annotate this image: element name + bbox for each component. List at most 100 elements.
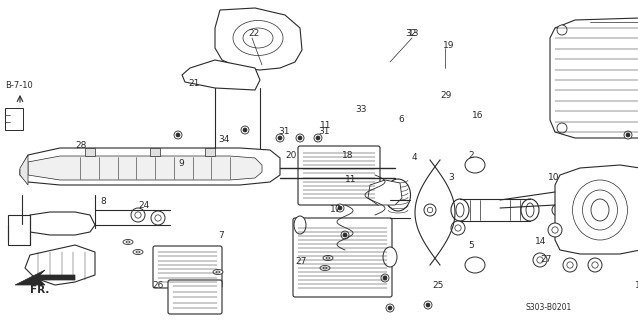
Circle shape: [424, 204, 436, 216]
Ellipse shape: [294, 216, 306, 234]
Polygon shape: [550, 18, 638, 138]
Circle shape: [533, 253, 547, 267]
Text: 31: 31: [278, 127, 290, 137]
Ellipse shape: [526, 203, 534, 217]
Circle shape: [135, 212, 141, 218]
Text: S303-B0201: S303-B0201: [525, 303, 571, 313]
Circle shape: [451, 221, 465, 235]
Text: 22: 22: [248, 29, 259, 38]
Text: 13: 13: [408, 28, 420, 37]
FancyBboxPatch shape: [298, 146, 380, 205]
Text: 8: 8: [100, 197, 106, 206]
Text: 33: 33: [355, 106, 366, 115]
Polygon shape: [20, 155, 28, 185]
Circle shape: [296, 134, 304, 142]
Circle shape: [155, 215, 161, 221]
Text: 16: 16: [472, 110, 484, 119]
Text: 14: 14: [535, 237, 546, 246]
Circle shape: [537, 257, 543, 263]
Circle shape: [276, 134, 284, 142]
Circle shape: [555, 207, 561, 213]
Bar: [5, 108, 23, 130]
Text: B-7-10: B-7-10: [5, 81, 33, 90]
Bar: [150, 148, 160, 156]
Text: 5: 5: [468, 241, 474, 250]
Polygon shape: [25, 245, 95, 285]
Text: 28: 28: [75, 140, 86, 149]
Circle shape: [626, 133, 630, 137]
Ellipse shape: [136, 251, 140, 253]
Bar: [205, 148, 215, 156]
Ellipse shape: [591, 199, 609, 221]
Circle shape: [298, 136, 302, 140]
Polygon shape: [368, 180, 402, 205]
Polygon shape: [20, 148, 280, 185]
Bar: [85, 148, 95, 156]
Text: 11: 11: [345, 175, 357, 185]
Text: FR.: FR.: [30, 285, 49, 295]
Ellipse shape: [123, 239, 133, 244]
Ellipse shape: [451, 199, 469, 221]
Circle shape: [243, 128, 247, 132]
Text: 25: 25: [432, 281, 443, 290]
Text: 20: 20: [285, 150, 297, 159]
Circle shape: [563, 258, 577, 272]
Circle shape: [338, 206, 342, 210]
Text: 34: 34: [218, 135, 230, 145]
Text: 7: 7: [218, 231, 224, 241]
Circle shape: [176, 133, 180, 137]
Ellipse shape: [385, 179, 410, 211]
Polygon shape: [555, 165, 638, 254]
Text: 10: 10: [548, 173, 560, 182]
Circle shape: [131, 208, 145, 222]
Circle shape: [174, 131, 182, 139]
Circle shape: [386, 304, 394, 312]
Ellipse shape: [465, 157, 485, 173]
Text: 6: 6: [398, 116, 404, 124]
Text: 9: 9: [178, 158, 184, 167]
Polygon shape: [28, 156, 262, 180]
Circle shape: [151, 211, 165, 225]
Ellipse shape: [323, 255, 333, 260]
Ellipse shape: [383, 247, 397, 267]
Text: 29: 29: [440, 91, 451, 100]
Ellipse shape: [126, 241, 130, 243]
Circle shape: [552, 227, 558, 233]
Ellipse shape: [582, 190, 618, 230]
Ellipse shape: [456, 203, 464, 217]
Ellipse shape: [572, 180, 628, 240]
Polygon shape: [22, 212, 95, 235]
Ellipse shape: [326, 257, 330, 259]
Ellipse shape: [133, 250, 143, 254]
Circle shape: [316, 136, 320, 140]
Circle shape: [552, 204, 564, 216]
Circle shape: [426, 303, 430, 307]
Text: 4: 4: [412, 153, 418, 162]
Ellipse shape: [233, 20, 283, 55]
Ellipse shape: [521, 199, 539, 221]
Circle shape: [383, 276, 387, 280]
Circle shape: [336, 204, 344, 212]
Text: 27: 27: [295, 258, 306, 267]
Ellipse shape: [243, 28, 273, 48]
Circle shape: [624, 131, 632, 139]
Circle shape: [241, 126, 249, 134]
FancyBboxPatch shape: [293, 218, 392, 297]
Ellipse shape: [323, 267, 327, 269]
Ellipse shape: [213, 269, 223, 275]
Text: 26: 26: [152, 281, 163, 290]
Text: 18: 18: [342, 150, 353, 159]
Circle shape: [592, 262, 598, 268]
Circle shape: [381, 274, 389, 282]
Circle shape: [548, 223, 562, 237]
Ellipse shape: [465, 257, 485, 273]
Text: 21: 21: [188, 78, 199, 87]
Bar: [8, 215, 30, 245]
Circle shape: [588, 258, 602, 272]
Text: 1: 1: [635, 282, 638, 291]
Circle shape: [343, 233, 347, 237]
Circle shape: [455, 225, 461, 231]
Text: 17: 17: [330, 205, 341, 214]
Polygon shape: [215, 8, 302, 70]
FancyBboxPatch shape: [153, 246, 222, 288]
